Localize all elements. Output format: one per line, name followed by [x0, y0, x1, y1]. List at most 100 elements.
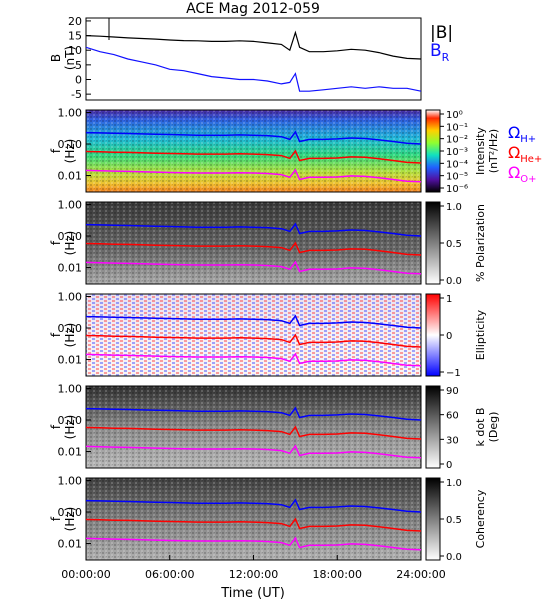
- colorbar-tick-label: 10⁻¹: [446, 122, 468, 133]
- spectrogram-y-tick-label: 0.10: [58, 138, 83, 151]
- colorbar-tick-label: 90: [446, 386, 459, 397]
- kdotb-panel: [85, 385, 441, 469]
- polarization-texture: [86, 202, 421, 284]
- x-tick-label: 18:00:00: [313, 568, 362, 581]
- legend-b-radial-sub: R: [442, 51, 450, 64]
- ellipticity-panel: [85, 293, 441, 377]
- spectrogram-y-unit: (Hz): [63, 139, 77, 164]
- x-tick-label: 00:00:00: [61, 568, 110, 581]
- spectrogram-y-tick-label: 0.01: [58, 354, 83, 367]
- b-field-y-label: B: [49, 54, 63, 62]
- legend-omega-he: ΩHe+: [508, 143, 542, 165]
- legend-b-magnitude: |B|: [430, 23, 453, 43]
- spectrogram-y-unit: (Hz): [63, 415, 77, 440]
- spectrogram-y-tick-label: 1.00: [58, 198, 83, 211]
- colorbar-unit: (nT²/Hz): [487, 129, 500, 173]
- spectrogram-y-label: f: [49, 424, 63, 429]
- x-tick-label: 12:00:00: [229, 568, 278, 581]
- b-field-y-unit: (nT): [63, 46, 77, 70]
- colorbar-unit: (Deg): [487, 412, 500, 443]
- colorbar-tick-label: 1: [446, 294, 452, 305]
- colorbar-tick-label: 10⁰: [446, 110, 463, 121]
- spectrogram-y-tick-label: 0.10: [58, 230, 83, 243]
- legend-omega-he-sub: He+: [520, 154, 542, 165]
- spectrogram-y-tick-label: 0.10: [58, 322, 83, 335]
- b-field-y-tick-label: 5: [75, 59, 82, 72]
- b-field-y-tick-label: -5: [71, 88, 82, 101]
- colorbar-tick-label: 10⁻⁴: [446, 159, 468, 170]
- colorbar-tick-label: 10⁻⁶: [446, 184, 468, 195]
- polarization-frame: [85, 201, 422, 285]
- colorbar-tick-label: 0: [446, 331, 452, 342]
- spectrogram-y-tick-label: 0.10: [58, 506, 83, 519]
- spectrogram-y-unit: (Hz): [63, 507, 77, 532]
- gyrofrequency-line-he: [85, 149, 422, 164]
- colorbar-tick-label: 10⁻³: [446, 147, 468, 158]
- legend-b-radial-main: B: [430, 41, 442, 61]
- x-tick-label: 24:00:00: [396, 568, 445, 581]
- spectrogram-y-tick-label: 0.01: [58, 262, 83, 275]
- legend-omega-o-sub: O+: [520, 174, 536, 185]
- spectrogram-y-tick-label: 0.01: [58, 446, 83, 459]
- x-tick-label: 06:00:00: [145, 568, 194, 581]
- gyrofrequency-line-he: [85, 241, 422, 256]
- b-field-y-tick-label: 10: [68, 44, 82, 57]
- polarization-colorbar: [425, 201, 441, 285]
- legend-omega-o-main: Ω: [508, 163, 520, 182]
- gyrofrequency-line-h: [85, 314, 422, 329]
- gyro-legend: ΩH+ ΩHe+ ΩO+: [508, 123, 542, 185]
- spectrogram-annotations: f (Hz)1.000.100.0110⁰10⁻¹10⁻²10⁻³10⁻⁴10⁻⁵…: [49, 106, 500, 563]
- intensity-texture: [86, 110, 421, 192]
- spectrogram-y-tick-label: 1.00: [58, 382, 83, 395]
- colorbar-tick-label: 0.0: [446, 276, 462, 287]
- spectrogram-y-label: f: [49, 148, 63, 153]
- time-axis: 00:00:00 06:00:00 12:00:00 18:00:00 24:00:00: [61, 555, 446, 581]
- gyrofrequency-line-h: [85, 130, 422, 145]
- spectrogram-y-unit: (Hz): [63, 323, 77, 348]
- coherency-panel: [85, 477, 441, 561]
- legend-omega-h: ΩH+: [508, 123, 536, 145]
- kdotb-colorbar: [425, 385, 441, 469]
- spectrogram-y-unit: (Hz): [63, 231, 77, 256]
- gyrofrequency-line-o: [85, 444, 422, 459]
- legend-omega-h-sub: H+: [520, 134, 536, 145]
- colorbar-label: Coherency: [474, 489, 487, 548]
- gyrofrequency-line-h: [85, 498, 422, 513]
- x-axis-title: Time (UT): [220, 586, 285, 600]
- colorbar-tick-label: 0: [446, 460, 452, 471]
- legend-b-radial: BR: [430, 41, 450, 64]
- legend-omega-h-main: Ω: [508, 123, 520, 142]
- chart-title: ACE Mag 2012-059: [186, 1, 320, 17]
- gyrofrequency-line-h: [85, 222, 422, 237]
- colorbar-label: k dot B: [474, 408, 487, 447]
- spectrogram-y-label: f: [49, 516, 63, 521]
- intensity-colorbar: [425, 109, 441, 193]
- spectrogram-y-tick-label: 0.01: [58, 538, 83, 551]
- gyrofrequency-line-o: [85, 168, 422, 183]
- colorbar-tick-label: 10⁻⁵: [446, 172, 468, 183]
- spectrogram-y-tick-label: 0.10: [58, 414, 83, 427]
- spectrogram-y-tick-label: 1.00: [58, 106, 83, 119]
- colorbar-tick-label: 60: [446, 411, 459, 422]
- b-field-y-tick-label: 0: [75, 74, 82, 87]
- coherency-texture: [86, 478, 421, 560]
- colorbar-label: Intensity: [474, 127, 487, 175]
- kdotb-frame: [85, 385, 422, 469]
- ellipticity-frame: [85, 293, 422, 377]
- legend-omega-he-main: Ω: [508, 143, 520, 162]
- spectrogram-y-label: f: [49, 332, 63, 337]
- spectrogram-y-label: f: [49, 240, 63, 245]
- gyrofrequency-line-h: [85, 406, 422, 421]
- polarization-panel: [85, 201, 441, 285]
- spectrogram-y-tick-label: 1.00: [58, 474, 83, 487]
- colorbar-tick-label: 1.0: [446, 202, 462, 213]
- colorbar-tick-label: 10⁻²: [446, 135, 468, 146]
- kdotb-texture: [86, 386, 421, 468]
- gyrofrequency-line-o: [85, 352, 422, 367]
- spectrogram-y-tick-label: 0.01: [58, 170, 83, 183]
- gyrofrequency-line-he: [85, 517, 422, 532]
- colorbar-tick-label: −1: [446, 368, 461, 379]
- colorbar-tick-label: 0.5: [446, 515, 462, 526]
- spectrogram-y-tick-label: 1.00: [58, 290, 83, 303]
